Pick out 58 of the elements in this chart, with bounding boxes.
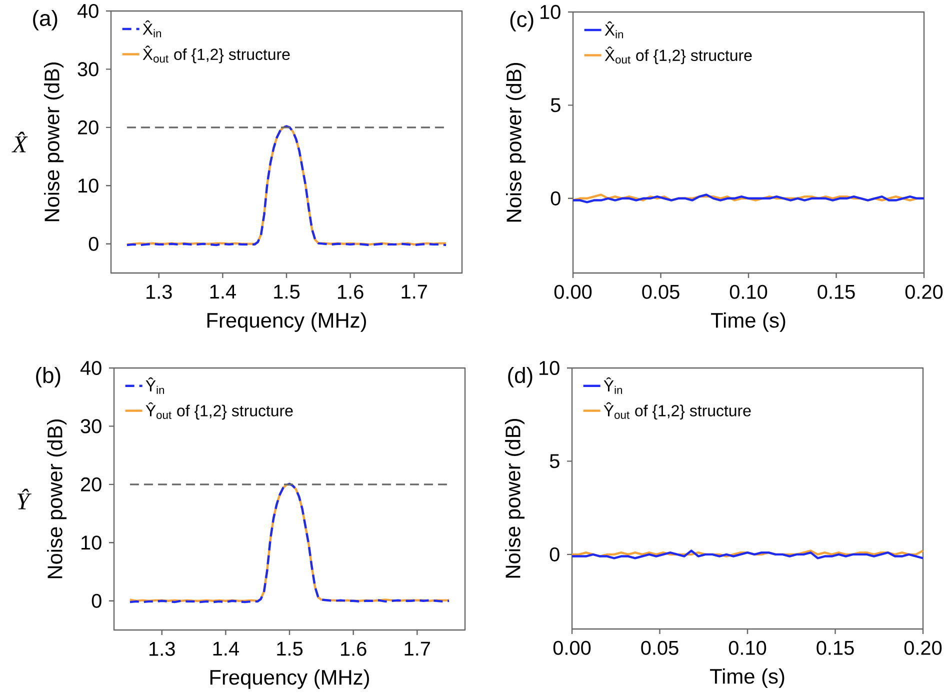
text: X̂	[12, 132, 28, 152]
y-tick-label: 5	[550, 98, 560, 112]
x-tick-label: 1.3	[150, 642, 175, 656]
x-axis-title: Time (s)	[711, 312, 786, 332]
legend-label: Ŷ$_{out}$ of {1,2} structure	[604, 402, 751, 420]
text: (a)	[33, 10, 58, 30]
y-tick-label: 30	[78, 62, 98, 76]
x-tick-label: 0.05	[641, 640, 678, 655]
x-tick-label: 1.5	[274, 284, 300, 299]
x-axis-title: Frequency (MHz)	[207, 312, 366, 332]
x-tick-label: 0.10	[728, 640, 766, 655]
x-tick-label: 1.4	[210, 284, 236, 299]
y-tick-label: 0	[550, 191, 560, 206]
x-tick-label: 1.3	[146, 284, 172, 299]
y-tick-label: 10	[540, 360, 560, 376]
y-tick-label: 10	[82, 536, 102, 550]
x-tick-label: 1.7	[404, 642, 430, 656]
x-tick-label: 0.15	[818, 284, 855, 299]
y-tick-label: 10	[78, 178, 98, 193]
y-axis-title: Noise power (dB)	[506, 63, 526, 222]
legend-label: X̂$_{in}$	[604, 21, 624, 38]
y-tick-label: 0	[88, 236, 98, 251]
text: (d)	[508, 366, 532, 388]
x-tick-label: 0.00	[553, 640, 591, 655]
y-tick-label: 30	[80, 419, 102, 434]
text: (c)	[510, 10, 534, 32]
y-axis-title: Noise power (dB)	[47, 420, 67, 578]
x-tick-label: 0.15	[816, 640, 854, 655]
y-tick-label: 10	[540, 4, 560, 20]
legend-label: X̂$_{out}$ of {1,2} structure	[142, 46, 290, 64]
y-tick-label: 20	[81, 477, 102, 492]
legend-label: Ŷ$_{in}$	[146, 377, 164, 394]
text: (b)	[36, 366, 60, 388]
legend-label: Ŷ$_{out}$ of {1,2} structure	[146, 402, 293, 420]
y-tick-label: 40	[80, 360, 102, 376]
y-tick-label: 20	[78, 120, 98, 134]
x-axis-title: Frequency (MHz)	[210, 669, 369, 689]
x-tick-label: 0.00	[554, 284, 592, 299]
x-tick-label: 0.20	[905, 284, 943, 299]
legend-label: X̂$_{in}$	[142, 20, 162, 38]
legend-label: X̂$_{out}$ of {1,2} structure	[604, 46, 752, 64]
y-tick-label: 0	[92, 594, 102, 608]
x-tick-label: 0.05	[642, 284, 680, 299]
x-tick-label: 0.10	[730, 284, 768, 299]
x-axis-title: Time (s)	[710, 668, 784, 688]
text: Ŷ	[17, 488, 32, 510]
y-tick-label: 40	[77, 4, 98, 18]
y-axis-title: Noise power (dB)	[44, 62, 64, 222]
y-tick-label: 0	[550, 547, 560, 562]
x-tick-label: 1.5	[277, 642, 303, 656]
y-axis-title: Noise power (dB)	[505, 419, 525, 578]
x-tick-label: 1.7	[402, 284, 427, 299]
x-tick-label: 1.4	[213, 642, 239, 656]
x-tick-label: 0.20	[904, 640, 942, 655]
x-tick-label: 1.6	[338, 284, 364, 299]
x-tick-label: 1.6	[340, 642, 366, 656]
legend-label: Ŷ$_{in}$	[604, 377, 622, 394]
y-tick-label: 5	[550, 454, 560, 468]
